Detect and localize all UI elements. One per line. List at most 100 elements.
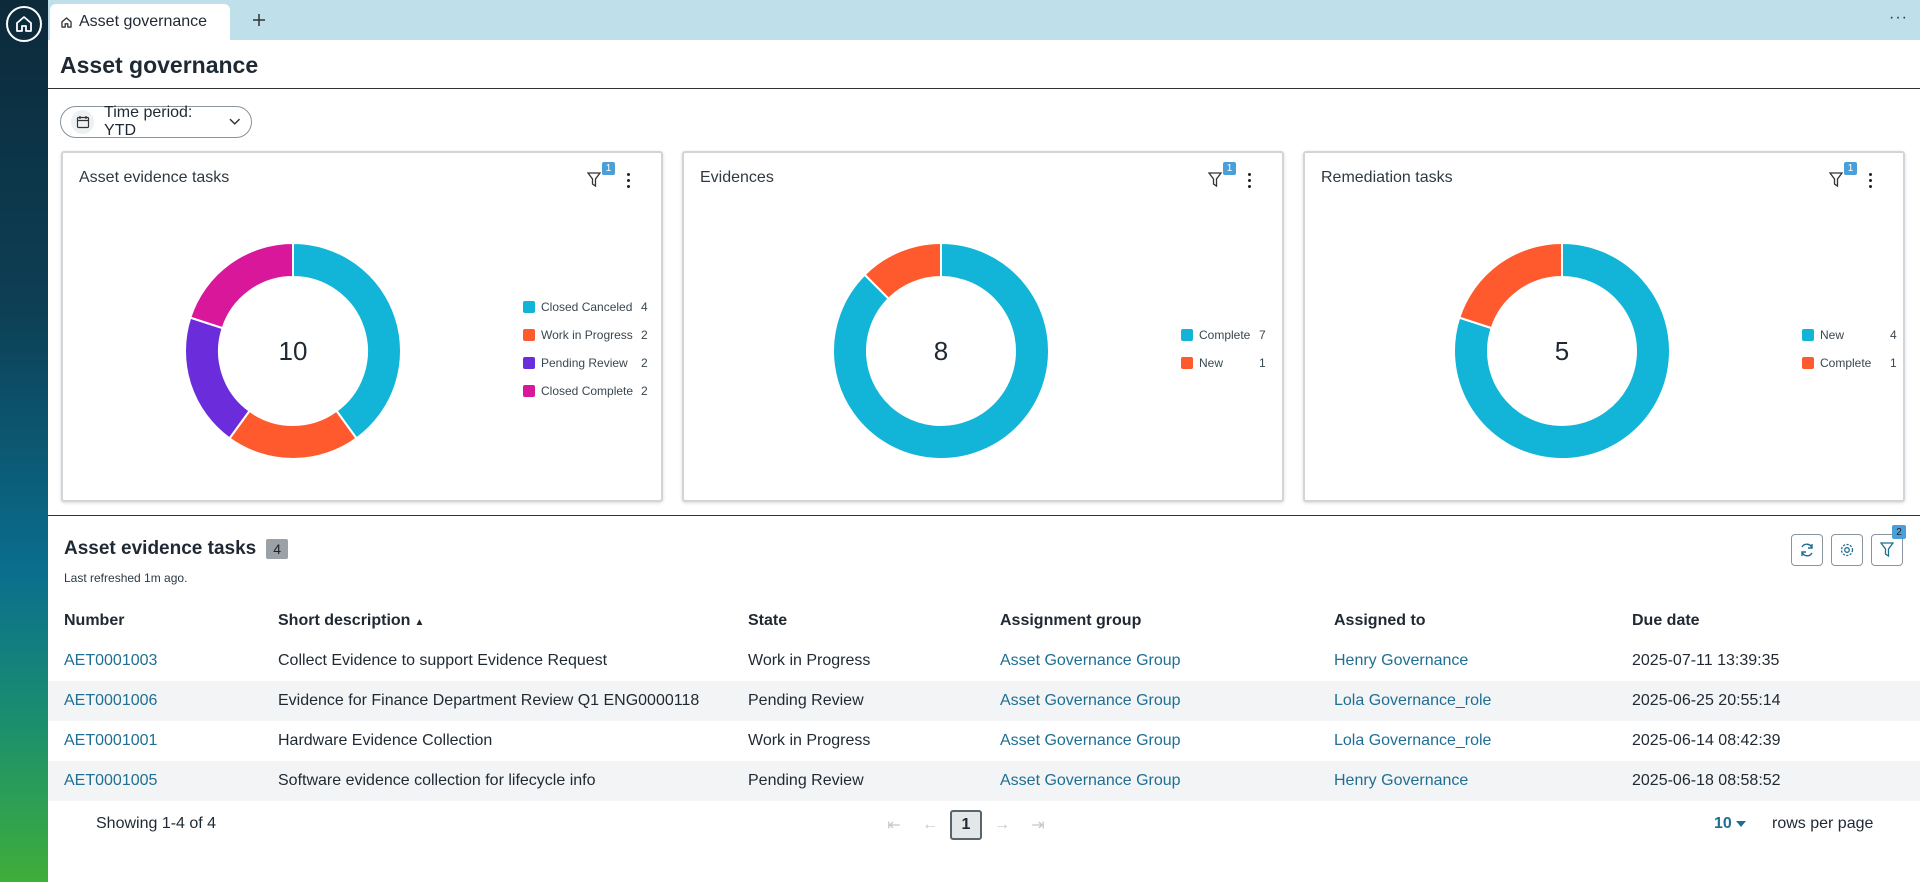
legend-swatch	[1181, 329, 1193, 341]
refresh-button[interactable]	[1791, 534, 1823, 566]
card-filter-button[interactable]: 1	[586, 162, 615, 192]
more-options-icon[interactable]: ···	[1889, 9, 1908, 26]
donut-slice-new[interactable]	[1453, 241, 1671, 460]
settings-button[interactable]	[1831, 534, 1863, 566]
column-header-due-date[interactable]: Due date	[1632, 612, 1700, 629]
page-title: Asset governance	[60, 52, 259, 78]
donut-slice-complete[interactable]	[1458, 241, 1563, 330]
filter-icon	[586, 172, 602, 188]
legend-item[interactable]: Pending Review 2	[523, 349, 655, 377]
filter-icon	[1828, 172, 1844, 188]
legend-item[interactable]: New 4	[1802, 321, 1904, 349]
column-header-state[interactable]: State	[748, 612, 788, 629]
donut-chart	[832, 241, 1050, 460]
page-button-current[interactable]: 1	[950, 810, 982, 840]
pagination: ⇤ ← 1 → ⇥	[876, 810, 1056, 840]
legend-count: 1	[1890, 356, 1897, 370]
donut-chart	[1453, 241, 1671, 460]
donut-slice-work-in-progress[interactable]	[228, 409, 358, 460]
list-title-text: Asset evidence tasks	[64, 538, 257, 559]
card-filter-button[interactable]: 1	[1828, 162, 1857, 192]
donut-slice-complete[interactable]	[832, 241, 1050, 460]
assignment-group-link[interactable]: Asset Governance Group	[1000, 772, 1181, 789]
legend-count: 1	[1259, 356, 1266, 370]
short-description-cell: Hardware Evidence Collection	[278, 732, 493, 749]
filter-count-badge: 2	[1892, 525, 1906, 539]
legend-count: 2	[641, 356, 648, 370]
refresh-icon	[1801, 543, 1813, 557]
home-button[interactable]	[6, 6, 42, 42]
filter-icon	[1880, 542, 1894, 558]
assigned-to-link[interactable]: Lola Governance_role	[1334, 692, 1492, 709]
donut-slice-new[interactable]	[863, 241, 942, 301]
table-row: AET0001005 Software evidence collection …	[48, 761, 1920, 801]
column-header-assignment-group[interactable]: Assignment group	[1000, 612, 1142, 629]
assignment-group-link[interactable]: Asset Governance Group	[1000, 692, 1181, 709]
filter-count-badge: 1	[1844, 162, 1857, 175]
legend-item[interactable]: Closed Complete 2	[523, 377, 655, 405]
list-filter-button[interactable]: 2	[1871, 525, 1906, 566]
card-asset-evidence-tasks: Asset evidence tasks 1 10 Closed Cancele…	[61, 151, 663, 502]
legend-swatch	[1802, 357, 1814, 369]
legend-count: 2	[641, 384, 648, 398]
short-description-cell: Evidence for Finance Department Review Q…	[262, 681, 732, 721]
card-title: Remediation tasks	[1321, 169, 1453, 186]
legend-label: New	[1820, 328, 1845, 342]
assignment-group-link[interactable]: Asset Governance Group	[1000, 652, 1181, 669]
card-title: Asset evidence tasks	[79, 169, 230, 186]
add-tab-button[interactable]	[248, 9, 270, 31]
legend-label: Closed Canceled	[541, 300, 633, 314]
table-row: AET0001003 Collect Evidence to support E…	[48, 641, 1920, 681]
legend-label: Complete	[1820, 356, 1872, 370]
legend-swatch	[523, 357, 535, 369]
card-title: Evidences	[700, 169, 774, 186]
state-cell: Work in Progress	[748, 652, 871, 669]
number-link[interactable]: AET0001005	[64, 772, 158, 789]
assigned-to-link[interactable]: Henry Governance	[1334, 772, 1469, 789]
column-header-number[interactable]: Number	[64, 612, 125, 629]
rows-per-page-value: 10	[1714, 815, 1732, 832]
legend-label: Complete	[1199, 328, 1251, 342]
legend-item[interactable]: Closed Canceled 4	[523, 293, 655, 321]
number-link[interactable]: AET0001001	[64, 732, 158, 749]
donut-slice-pending-review[interactable]	[184, 316, 251, 440]
chart-legend: Complete 7 New 1	[1181, 321, 1273, 377]
last-page-icon[interactable]: ⇥	[1031, 817, 1045, 834]
sort-ascending-icon: ▲	[414, 617, 425, 628]
assigned-to-link[interactable]: Henry Governance	[1334, 652, 1469, 669]
column-header-assigned-to[interactable]: Assigned to	[1334, 612, 1426, 629]
card-menu-button[interactable]	[623, 170, 633, 190]
chart-legend: New 4 Complete 1	[1802, 321, 1904, 377]
legend-item[interactable]: Complete 7	[1181, 321, 1273, 349]
state-cell: Pending Review	[732, 681, 984, 721]
previous-page-icon[interactable]: ←	[922, 816, 938, 833]
filter-icon	[1207, 172, 1223, 188]
due-date-cell: 2025-06-14 08:42:39	[1632, 732, 1781, 749]
side-rail	[0, 0, 48, 882]
card-filter-button[interactable]: 1	[1207, 162, 1236, 192]
donut-slice-closed-complete[interactable]	[189, 241, 294, 330]
tab-asset-governance[interactable]: Asset governance	[50, 4, 230, 40]
time-period-filter[interactable]: Time period: YTD	[60, 104, 252, 139]
first-page-icon[interactable]: ⇤	[887, 817, 901, 834]
legend-swatch	[1802, 329, 1814, 341]
legend-item[interactable]: Work in Progress 2	[523, 321, 655, 349]
legend-label: Pending Review	[541, 356, 628, 370]
legend-swatch	[523, 385, 535, 397]
number-link[interactable]: AET0001006	[64, 692, 158, 709]
last-refreshed-text: Last refreshed 1m ago.	[64, 571, 188, 585]
number-link[interactable]: AET0001003	[64, 652, 158, 669]
rows-per-page-select[interactable]: 10	[1714, 815, 1746, 833]
next-page-icon[interactable]: →	[994, 816, 1010, 833]
card-menu-button[interactable]	[1244, 170, 1254, 190]
legend-item[interactable]: New 1	[1181, 349, 1273, 377]
legend-label: Closed Complete	[541, 384, 634, 398]
column-header-short-description[interactable]: Short description ▲	[278, 612, 425, 629]
table-row: AET0001006 Evidence for Finance Departme…	[48, 681, 1920, 721]
donut-slice-closed-canceled[interactable]	[292, 241, 402, 440]
tab-bar: Asset governance ···	[48, 0, 1920, 40]
assignment-group-link[interactable]: Asset Governance Group	[1000, 732, 1181, 749]
card-menu-button[interactable]	[1865, 170, 1875, 190]
legend-item[interactable]: Complete 1	[1802, 349, 1904, 377]
assigned-to-link[interactable]: Lola Governance_role	[1334, 732, 1492, 749]
